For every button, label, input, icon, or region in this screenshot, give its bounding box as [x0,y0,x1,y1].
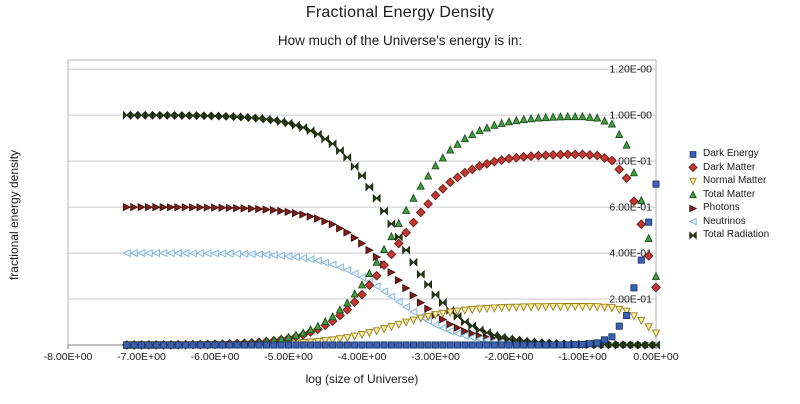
chart-subtitle: How much of the Universe's energy is in: [277,33,523,48]
svg-text:0.00E+00: 0.00E+00 [633,351,678,363]
plot-border [67,59,657,346]
bowtie-icon [689,230,697,240]
svg-text:-4.00E+00: -4.00E+00 [338,351,387,363]
chart-title: Fractional Energy Density [305,4,495,21]
legend-item: Neutrinos [687,215,769,229]
legend-item: Total Radiation [687,228,769,242]
svg-text:-7.00E+00: -7.00E+00 [117,351,166,363]
svg-text:8.00E-01: 8.00E-01 [609,156,652,168]
svg-text:4.00E-01: 4.00E-01 [609,248,652,260]
legend-label: Normal Matter [703,175,767,187]
legend-label: Total Radiation [703,229,770,241]
svg-text:-6.00E+00: -6.00E+00 [191,351,240,363]
triangle-down-icon [689,177,697,186]
svg-text:-3.00E+00: -3.00E+00 [411,351,460,363]
x-axis-title: log (size of Universe) [305,372,419,386]
legend-item: Dark Matter [687,161,769,175]
legend-label: Dark Matter [703,161,756,173]
y-axis-labels: 2.00E-01 4.00E-01 6.00E-01 8.00E-01 1.00E-00… [609,64,652,306]
x-axis-labels: -8.00E+00 -7.00E+00 -6.00E+00 -5.00E+00 -4.0… [44,345,679,363]
legend-label: Neutrinos [703,215,746,227]
svg-text:1.20E-00: 1.20E-00 [609,64,652,76]
legend-item: Normal Matter [687,174,769,188]
series-total-matter [122,111,661,349]
diamond-icon [688,163,698,173]
gridlines [68,68,656,300]
legend-item: Photons [687,201,769,215]
svg-text:-5.00E+00: -5.00E+00 [264,351,313,363]
svg-text:-8.00E+00: -8.00E+00 [44,351,93,363]
square-icon [689,150,697,158]
legend-label: Total Matter [703,188,756,200]
svg-text:2.00E-01: 2.00E-01 [609,294,652,306]
svg-text:-2.00E+00: -2.00E+00 [485,351,534,363]
legend: Dark Energy Dark Matter Normal Matter Total… [687,147,769,242]
triangle-right-icon [689,204,698,213]
y-axis-title: fractional energy density [7,149,21,281]
triangle-up-icon [689,190,697,199]
legend-label: Dark Energy [703,148,759,160]
legend-item: Dark Energy [687,147,769,161]
svg-text:1.00E-00: 1.00E-00 [609,110,652,122]
series-total-radiation [122,110,660,350]
triangle-left-icon [688,217,697,226]
series-dark-energy [123,180,660,349]
svg-text:-1.00E+00: -1.00E+00 [558,351,607,363]
legend-item: Total Matter [687,188,769,202]
svg-text:6.00E-01: 6.00E-01 [609,202,652,214]
legend-label: Photons [703,202,740,214]
